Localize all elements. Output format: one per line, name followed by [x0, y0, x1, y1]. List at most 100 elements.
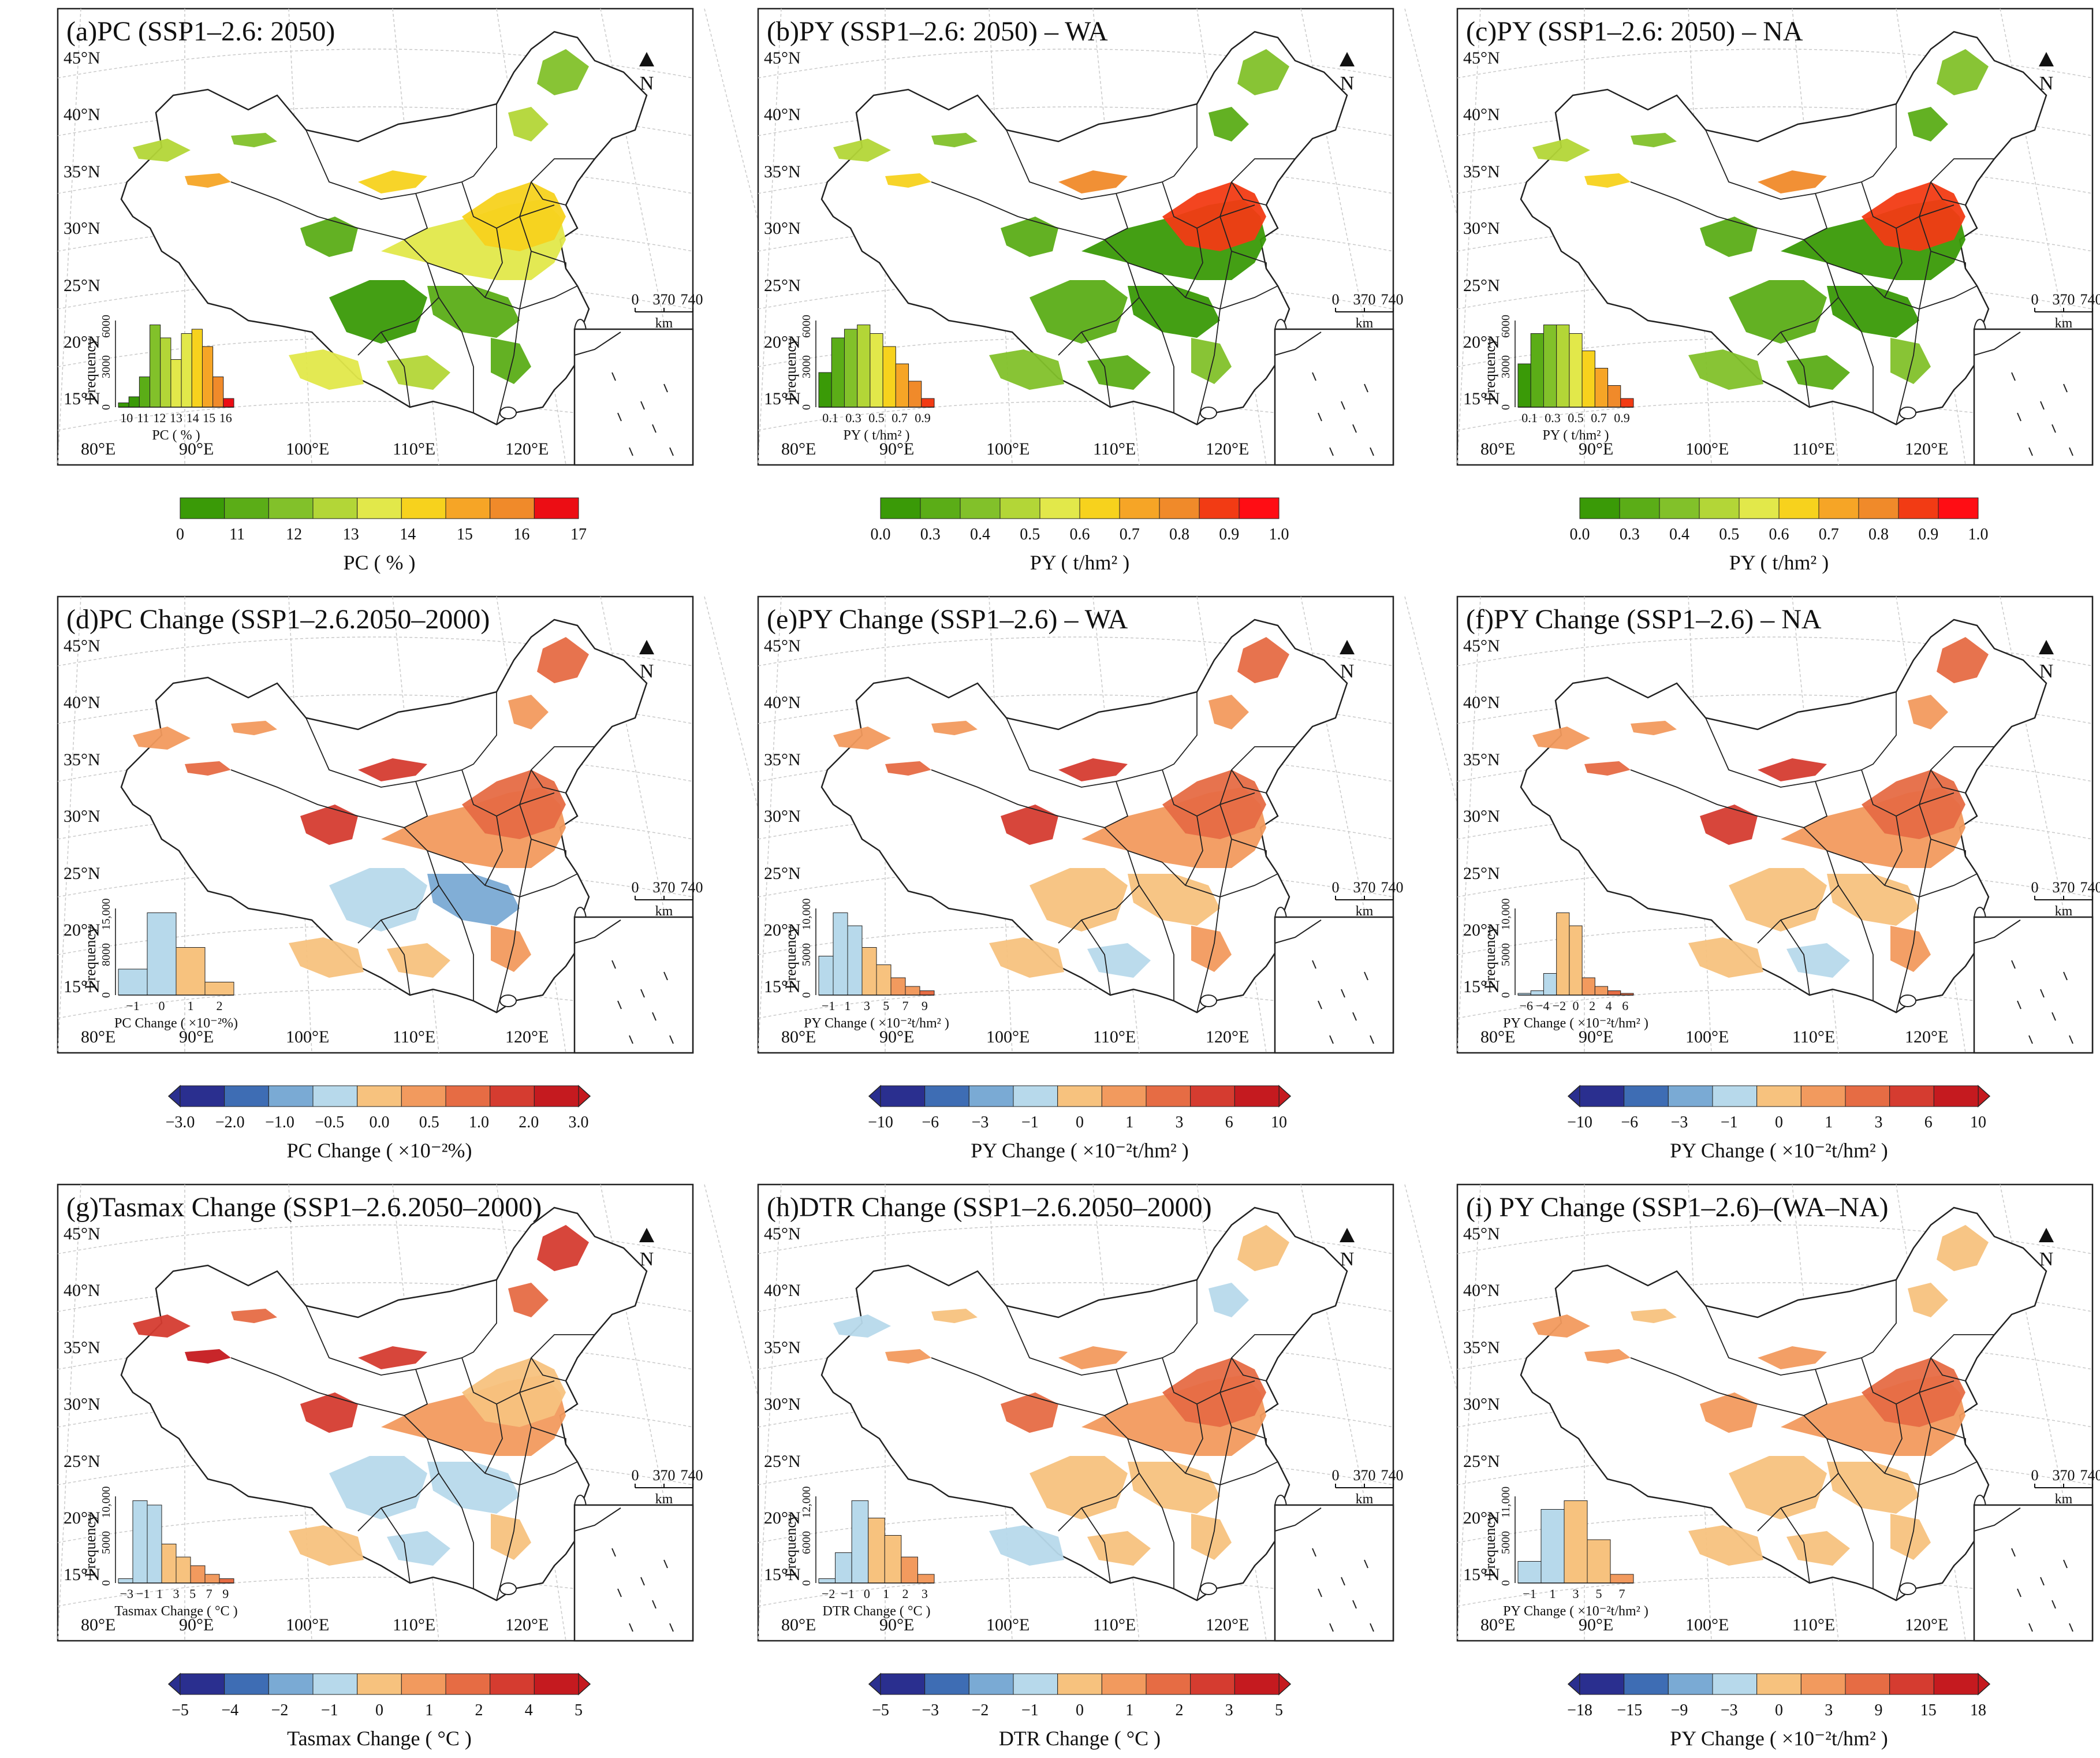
hist-bar — [204, 1574, 220, 1584]
lat-label: 35°N — [764, 1338, 801, 1357]
graticule-parallel — [57, 1224, 693, 1254]
hist-bar — [176, 1556, 191, 1584]
province-boundary — [1081, 1507, 1111, 1584]
lat-label: 20°N — [64, 1509, 100, 1528]
hist-bar — [890, 977, 906, 996]
colorbar-title: PY Change ( ×10⁻²t/hm² ) — [1670, 1727, 1888, 1750]
crop-region — [989, 1525, 1064, 1566]
province-boundary — [496, 216, 532, 425]
lat-label: 20°N — [64, 333, 100, 352]
north-label: N — [1340, 661, 1355, 682]
inset-dash — [2011, 372, 2016, 381]
lat-label: 15°N — [64, 1565, 100, 1584]
graticule-meridian — [1688, 8, 1712, 465]
colorbar-tick: 0.7 — [1819, 526, 1839, 543]
hist-bar — [139, 377, 151, 408]
province-boundary — [461, 1280, 497, 1358]
colorbar-tick: 15 — [457, 526, 473, 543]
colorbar-tick: −3.0 — [166, 1113, 195, 1131]
hist-bar — [908, 381, 922, 408]
province-boundary — [1139, 1473, 1174, 1589]
lat-label: 35°N — [64, 750, 100, 769]
colorbar-tick: 0.6 — [1769, 526, 1789, 543]
china-map — [1520, 619, 2047, 1014]
province-boundary — [484, 1403, 503, 1474]
hist-xtick: 12 — [153, 411, 166, 425]
north-label: N — [2039, 1249, 2054, 1270]
hist-bar — [147, 912, 177, 996]
map-panel: 45°N 40°N 35°N 30°N 25°N 20°N 15°N 80°E 90°E 100°… — [57, 595, 820, 1054]
hist-bar — [212, 377, 224, 408]
colorbar-tick: 5 — [575, 1701, 583, 1719]
province-boundary — [1139, 885, 1174, 1001]
lat-label: 15°N — [1463, 977, 1500, 996]
colorbar-swatch — [445, 497, 491, 519]
province-boundary — [1081, 332, 1111, 408]
north-arrow-icon — [1340, 640, 1355, 654]
hist-xtick: 16 — [219, 411, 232, 425]
province-boundary — [438, 885, 474, 1001]
hist-xtick: 3 — [1573, 1586, 1579, 1601]
colorbar-swatch — [1889, 1085, 1934, 1107]
lon-label: 120°E — [505, 1027, 549, 1046]
colorbar-swatch — [1013, 1085, 1058, 1107]
graticule-meridian — [758, 1184, 782, 1641]
inset-dash — [2017, 412, 2021, 422]
hist-ytick: 6000 — [800, 1531, 813, 1554]
colorbar-title: PY Change ( ×10⁻²t/hm² ) — [971, 1139, 1189, 1162]
graticule-parallel — [1457, 1282, 2093, 1312]
crop-region — [185, 1349, 231, 1364]
hist-bar — [181, 333, 192, 408]
colorbar-tick: 0.5 — [1719, 526, 1739, 543]
lat-label: 45°N — [1463, 636, 1500, 655]
colorbar-swatch — [445, 1673, 491, 1695]
crop-region — [231, 133, 277, 147]
crop-region — [1758, 170, 1827, 193]
lat-label: 35°N — [64, 162, 100, 181]
crop-region — [1532, 727, 1590, 750]
crop-region — [231, 721, 277, 735]
colorbar-swatch — [1579, 497, 1620, 519]
hist-xtick: 0.9 — [915, 411, 931, 425]
crop-region — [537, 637, 589, 683]
colorbar-tick: −2 — [271, 1701, 289, 1719]
hist-xtick: 2 — [902, 1586, 909, 1601]
colorbar-swatch — [534, 497, 579, 519]
hainan-island — [1200, 995, 1217, 1007]
scale-tick-label: 740 — [2080, 879, 2100, 896]
lon-label: 100°E — [286, 1027, 329, 1046]
hist-bar — [1587, 1539, 1611, 1584]
inset-dash — [611, 372, 616, 381]
map-panel: 45°N 40°N 35°N 30°N 25°N 20°N 15°N 80°E 90°E 100°… — [1456, 595, 2100, 1054]
lat-label: 15°N — [64, 389, 100, 408]
colorbar-tick: 0 — [1775, 1701, 1783, 1719]
colorbar-swatch — [401, 1085, 446, 1107]
lat-label: 35°N — [764, 750, 801, 769]
lat-label: 25°N — [764, 1452, 801, 1471]
crop-region — [1584, 761, 1631, 776]
colorbar-tick: 10 — [1970, 1113, 1986, 1131]
hist-xtick: 0.3 — [845, 411, 861, 425]
crop-region — [1827, 286, 1919, 338]
crop-region — [1890, 338, 1931, 384]
lon-label: 100°E — [286, 1615, 329, 1634]
colorbar-tick: −0.5 — [315, 1113, 344, 1131]
panel-title: (a)PC (SSP1–2.6: 2050) — [66, 16, 335, 47]
inset-frame — [1274, 1504, 1394, 1642]
province-boundary — [1185, 228, 1203, 298]
crop-region — [1162, 1358, 1266, 1427]
hist-xlabel: PC ( % ) — [152, 428, 200, 443]
hist-xtick: 3 — [864, 999, 870, 1013]
colorbar-tick: −10 — [1567, 1113, 1592, 1131]
hist-ytick: 12,000 — [800, 1487, 813, 1518]
lat-label: 45°N — [764, 49, 801, 68]
inset-dash — [629, 1035, 633, 1044]
crop-region — [427, 874, 520, 926]
inset-frame — [1274, 328, 1394, 466]
scale-tick-label: 740 — [1381, 1467, 1404, 1484]
colorbar-tick: 1 — [1825, 1113, 1833, 1131]
colorbar-title: PY ( t/hm² ) — [1030, 551, 1129, 574]
province-boundary — [1162, 104, 1198, 182]
hist-xtick: −4 — [1536, 999, 1549, 1013]
